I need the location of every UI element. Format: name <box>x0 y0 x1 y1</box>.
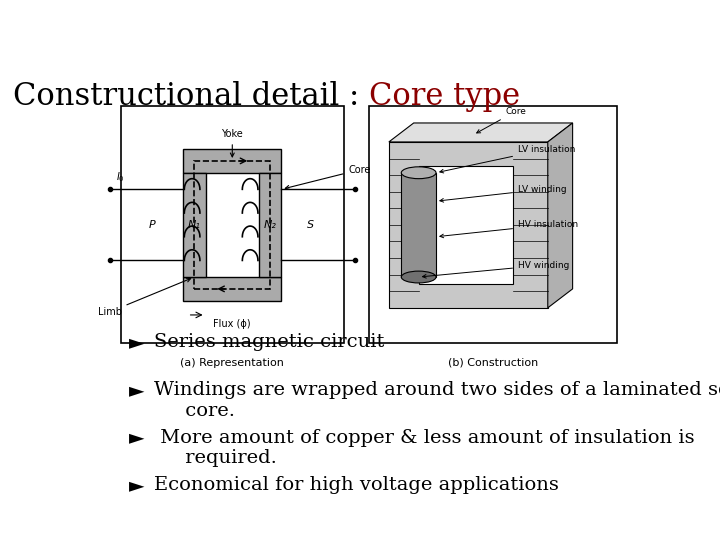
Text: Core: Core <box>477 106 526 133</box>
Text: LV insulation: LV insulation <box>440 145 575 173</box>
Polygon shape <box>183 277 282 301</box>
Text: P: P <box>148 220 156 230</box>
Text: (a) Representation: (a) Representation <box>180 357 284 368</box>
Text: Windings are wrapped around two sides of a laminated square
     core.: Windings are wrapped around two sides of… <box>154 381 720 420</box>
Text: More amount of copper & less amount of insulation is
     required.: More amount of copper & less amount of i… <box>154 429 695 468</box>
Text: N₂: N₂ <box>264 220 276 230</box>
Ellipse shape <box>401 167 436 179</box>
Text: Core type: Core type <box>369 82 520 112</box>
Polygon shape <box>548 123 572 308</box>
Text: HV winding: HV winding <box>423 261 570 278</box>
Text: $I_0$: $I_0$ <box>117 171 125 184</box>
Polygon shape <box>418 166 513 284</box>
Text: Economical for high voltage applications: Economical for high voltage applications <box>154 476 559 495</box>
Polygon shape <box>183 149 282 173</box>
Polygon shape <box>401 173 436 277</box>
Text: ►: ► <box>129 429 145 448</box>
FancyBboxPatch shape <box>121 106 344 343</box>
Ellipse shape <box>401 271 436 283</box>
Text: ►: ► <box>129 381 145 400</box>
Text: ►: ► <box>129 333 145 352</box>
Text: HV insulation: HV insulation <box>440 220 578 238</box>
Text: S: S <box>307 220 314 230</box>
Text: Yoke: Yoke <box>222 129 243 157</box>
Polygon shape <box>259 173 282 277</box>
Text: N₁: N₁ <box>188 220 201 230</box>
Polygon shape <box>183 173 205 277</box>
Polygon shape <box>389 123 572 142</box>
Text: LV winding: LV winding <box>440 185 567 202</box>
Text: Series magnetic circuit: Series magnetic circuit <box>154 333 384 351</box>
FancyBboxPatch shape <box>369 106 617 343</box>
Text: (b) Construction: (b) Construction <box>448 357 539 368</box>
Text: Core: Core <box>285 165 371 190</box>
Text: Flux (ϕ): Flux (ϕ) <box>213 319 251 329</box>
Polygon shape <box>389 142 548 308</box>
Text: Constructional detail :: Constructional detail : <box>13 82 369 112</box>
Text: ►: ► <box>129 476 145 495</box>
Text: Limb: Limb <box>97 278 191 317</box>
